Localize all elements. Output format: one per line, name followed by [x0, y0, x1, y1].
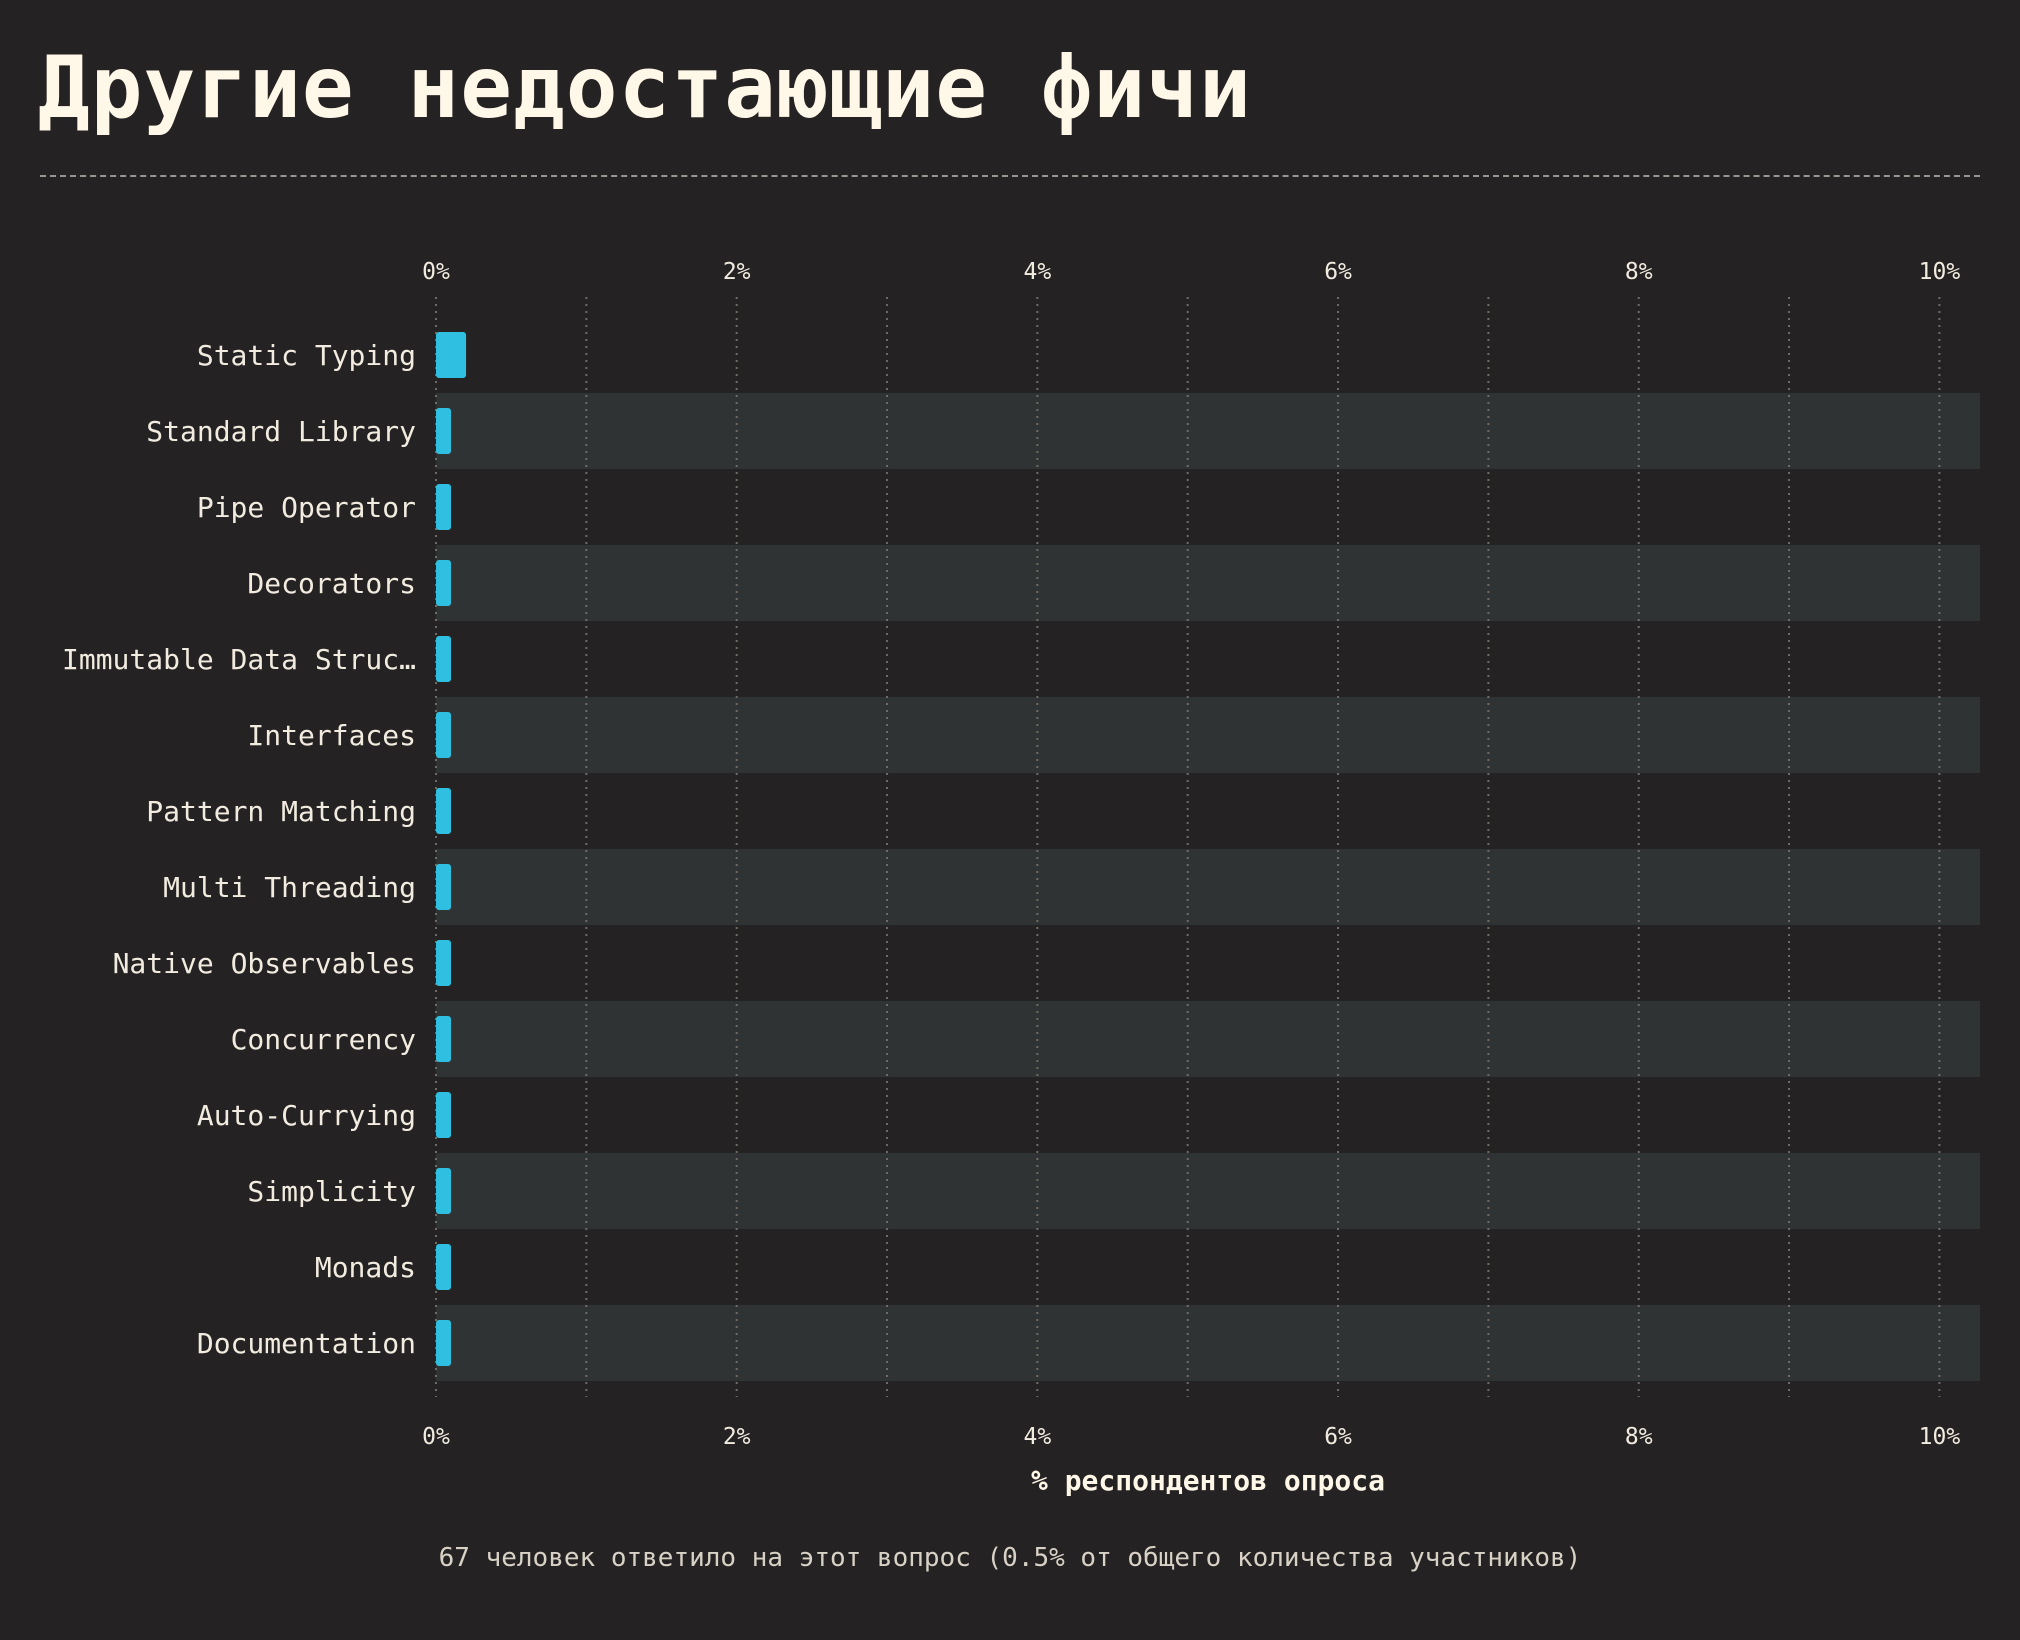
- category-label: Static Typing: [197, 339, 416, 372]
- bar: [436, 484, 452, 530]
- category-label: Multi Threading: [163, 871, 416, 904]
- bar: [436, 1320, 452, 1366]
- gridlines: [435, 297, 1941, 1397]
- bar: [436, 560, 452, 606]
- x-tick-label-top: 10%: [1919, 259, 1961, 285]
- category-label: Pipe Operator: [197, 491, 416, 524]
- x-tick-label-top: 8%: [1625, 259, 1653, 285]
- bar: [436, 864, 452, 910]
- bar: [436, 408, 452, 454]
- x-tick-label-top: 2%: [723, 259, 751, 285]
- category-label: Immutable Data Struc…: [62, 643, 416, 676]
- bar: [436, 1092, 452, 1138]
- category-label: Standard Library: [146, 415, 416, 448]
- x-tick-label-bottom: 0%: [422, 1424, 450, 1450]
- row-band: [436, 1001, 1980, 1077]
- title-divider: [40, 175, 1980, 177]
- bar: [436, 1244, 452, 1290]
- x-tick-label-top: 6%: [1324, 259, 1352, 285]
- x-tick-label-bottom: 10%: [1919, 1424, 1961, 1450]
- row-band: [436, 1153, 1980, 1229]
- row-band: [436, 697, 1980, 773]
- x-tick-label-bottom: 8%: [1625, 1424, 1653, 1450]
- top-tick-labels: 0% 2% 4% 6% 8% 10%: [422, 259, 1960, 285]
- x-tick-label-bottom: 4%: [1024, 1424, 1052, 1450]
- bars: [436, 332, 467, 1366]
- category-label: Decorators: [247, 567, 416, 600]
- row-bands: [436, 393, 1980, 1381]
- bar: [436, 332, 467, 378]
- row-band: [436, 849, 1980, 925]
- row-band: [436, 393, 1980, 469]
- bar: [436, 636, 452, 682]
- x-tick-label-bottom: 2%: [723, 1424, 751, 1450]
- footnote: 67 человек ответило на этот вопрос (0.5%…: [438, 1543, 1582, 1573]
- x-tick-label-top: 4%: [1024, 259, 1052, 285]
- category-label: Auto-Currying: [197, 1099, 416, 1132]
- category-label: Concurrency: [231, 1023, 416, 1056]
- category-labels: Static Typing Standard Library Pipe Operat…: [62, 339, 416, 1360]
- row-band: [436, 545, 1980, 621]
- category-label: Documentation: [197, 1327, 416, 1360]
- category-label: Interfaces: [247, 719, 416, 752]
- category-label: Simplicity: [247, 1175, 416, 1208]
- category-label: Monads: [315, 1251, 416, 1284]
- row-band: [436, 1305, 1980, 1381]
- bottom-tick-labels: 0% 2% 4% 6% 8% 10%: [422, 1424, 1960, 1450]
- bar: [436, 940, 452, 986]
- category-label: Native Observables: [113, 947, 416, 980]
- x-tick-label-top: 0%: [422, 259, 450, 285]
- bar: [436, 1016, 452, 1062]
- bar: [436, 1168, 452, 1214]
- category-label: Pattern Matching: [146, 795, 416, 828]
- bar: [436, 788, 452, 834]
- page-title: Другие недостающие фичи: [38, 38, 1252, 138]
- x-axis-title: % респондентов опроса: [1031, 1464, 1385, 1497]
- bar: [436, 712, 452, 758]
- x-tick-label-bottom: 6%: [1324, 1424, 1352, 1450]
